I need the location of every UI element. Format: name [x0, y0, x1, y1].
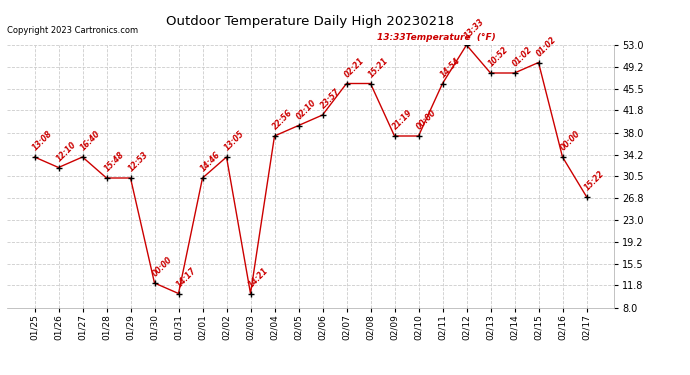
Text: 14:46: 14:46 [199, 150, 222, 174]
Text: 15:22: 15:22 [583, 169, 607, 192]
Text: 12:53: 12:53 [127, 150, 150, 174]
Text: 00:00: 00:00 [559, 129, 582, 153]
Text: 13:33: 13:33 [463, 18, 486, 41]
Text: 15:48: 15:48 [103, 150, 126, 174]
Text: 22:56: 22:56 [271, 108, 294, 132]
Text: 00:00: 00:00 [151, 255, 175, 279]
Text: 14:54: 14:54 [439, 56, 462, 80]
Text: 21:19: 21:19 [391, 108, 414, 132]
Text: 10:52: 10:52 [487, 45, 510, 69]
Text: Outdoor Temperature Daily High 20230218: Outdoor Temperature Daily High 20230218 [166, 15, 455, 28]
Text: 23:57: 23:57 [319, 87, 342, 111]
Text: Copyright 2023 Cartronics.com: Copyright 2023 Cartronics.com [7, 26, 138, 35]
Text: 14:17: 14:17 [175, 266, 198, 290]
Text: 00:00: 00:00 [415, 108, 438, 132]
Text: 13:08: 13:08 [31, 129, 55, 153]
Text: 16:40: 16:40 [79, 129, 102, 153]
Text: 02:21: 02:21 [343, 56, 366, 80]
Text: 13:05: 13:05 [223, 129, 246, 153]
Text: 12:10: 12:10 [55, 140, 78, 164]
Text: 13:33Temperature  (°F): 13:33Temperature (°F) [377, 33, 496, 42]
Text: 15:21: 15:21 [367, 56, 391, 80]
Text: 02:10: 02:10 [295, 98, 318, 122]
Text: 14:21: 14:21 [247, 266, 270, 290]
Text: 01:02: 01:02 [511, 45, 534, 69]
Text: 01:02: 01:02 [535, 35, 558, 58]
